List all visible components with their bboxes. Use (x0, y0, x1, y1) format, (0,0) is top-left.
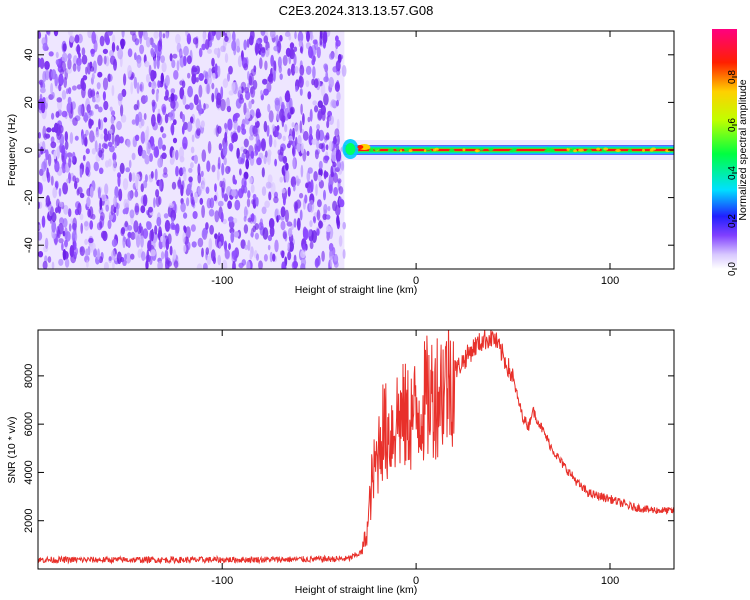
spectrogram-ylabel: Frequency (Hz) (6, 114, 18, 186)
spectrogram-ytick-label: 0 (23, 147, 35, 153)
snr-xtick-label: -100 (211, 575, 233, 587)
colorbar-tick-label: 0.8 (727, 70, 738, 84)
snr-ylabel: SNR (10 * v/v) (6, 416, 18, 483)
snr-xlabel: Height of straight line (km) (295, 584, 418, 596)
snr-ytick-label: 8000 (23, 364, 35, 388)
snr-ytick-label: 4000 (23, 460, 35, 484)
signal-band (341, 139, 674, 160)
colorbar-tick-label: 0.4 (727, 166, 738, 180)
snr-frame (37, 329, 675, 570)
spectrogram-ytick-label: 40 (23, 49, 35, 61)
noise-region (38, 31, 347, 269)
spectrogram-ytick-label: -20 (23, 190, 35, 206)
colorbar-tick-label: 0.0 (727, 262, 738, 276)
spectrogram-xtick-label: -100 (211, 275, 233, 287)
spectrogram-ytick-label: -40 (23, 237, 35, 253)
snr-panel: -100 0 100 2000 4000 6000 8000 Height of strai… (6, 329, 675, 596)
spectrogram-panel: -100 0 100 -40 -20 0 20 40 Height of straight l… (6, 30, 675, 296)
colorbar-tick-label: 0.6 (727, 118, 738, 132)
snr-xtick-label: 100 (601, 575, 619, 587)
chart-title: C2E3.2024.313.13.57.G08 (279, 3, 434, 18)
colorbar: 0.0 0.2 0.4 0.6 0.8 Normalized spectral ampl… (712, 29, 749, 276)
colorbar-gradient (712, 29, 737, 269)
spectrogram-xlabel: Height of straight line (km) (295, 284, 418, 296)
snr-series-line (38, 330, 674, 565)
spectrogram-ytick-label: 20 (23, 96, 35, 108)
colorbar-tick-label: 0.2 (727, 214, 738, 228)
snr-ytick-label: 6000 (23, 412, 35, 436)
spectrogram-xtick-label: 100 (601, 275, 619, 287)
snr-ytick-label: 2000 (23, 508, 35, 532)
spectrogram-xtick-label: 0 (413, 275, 419, 287)
colorbar-label: Normalized spectral amplitude (737, 79, 749, 220)
snr-xtick-label: 0 (413, 575, 419, 587)
